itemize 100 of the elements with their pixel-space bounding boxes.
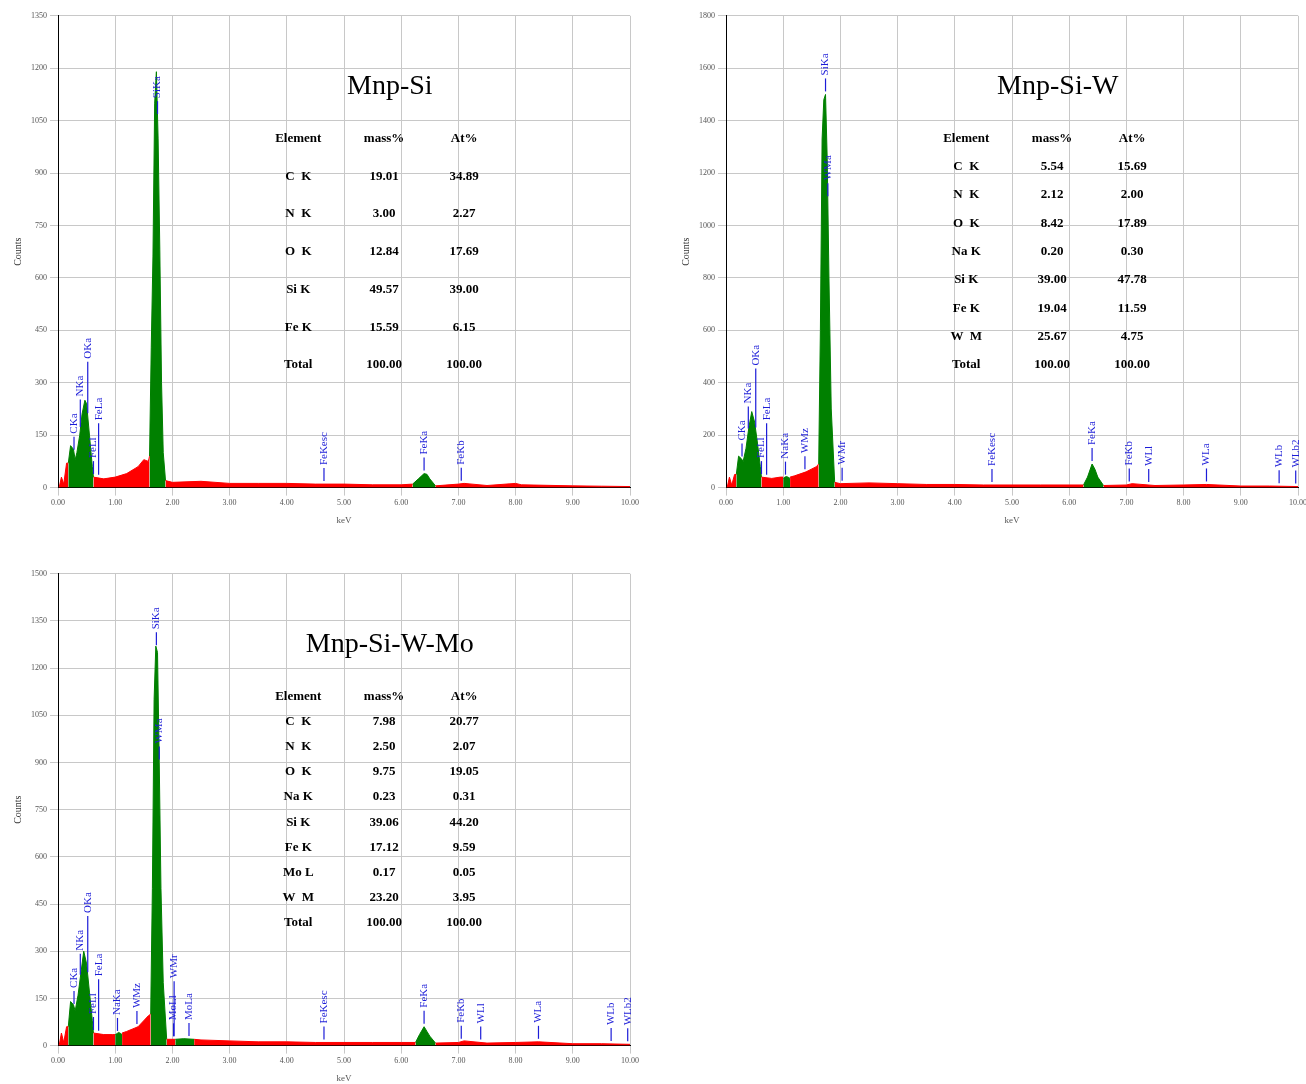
x-axis-title: keV: [336, 514, 352, 525]
x-tick-label: 5.00: [337, 498, 351, 508]
y-tick-label: 1050: [31, 710, 47, 720]
annotation: WLb2: [620, 997, 633, 1026]
annotation: mass%: [363, 687, 405, 703]
annotation: 9.75: [372, 763, 396, 779]
annotation: FeKb: [454, 439, 467, 465]
annotation: NKa: [741, 382, 754, 404]
annotation: FeLl: [754, 437, 767, 459]
annotation: 34.89: [449, 167, 480, 183]
x-tick-label: 6.00: [394, 498, 409, 508]
annotation: FeKa: [416, 430, 429, 455]
annotation: At%: [450, 129, 478, 145]
y-tick-label: 450: [35, 899, 47, 909]
annotation: FeLa: [91, 953, 104, 977]
annotation: 3.95: [452, 889, 476, 905]
annotation: 39.00: [1037, 271, 1067, 287]
annotation: NaKa: [778, 432, 791, 459]
annotation: Fe K: [952, 299, 981, 315]
annotation: 4.75: [1120, 327, 1144, 343]
annotation: 19.05: [449, 763, 480, 779]
y-tick-label: 1500: [31, 568, 47, 578]
y-tick-label: 1200: [699, 168, 715, 178]
y-tick-label: 1800: [699, 10, 715, 20]
x-tick-label: 5.00: [337, 1056, 351, 1066]
annotation: CKa: [734, 420, 747, 441]
annotation: 0.20: [1040, 243, 1064, 259]
annotation: 15.69: [1117, 158, 1148, 174]
x-tick-label: 2.00: [165, 1056, 180, 1066]
annotation: WLb: [1272, 444, 1285, 468]
y-tick-label: 150: [35, 430, 47, 440]
x-tick-label: 3.00: [222, 498, 237, 508]
x-tick-label: 9.00: [565, 1056, 580, 1066]
x-tick-label: 8.00: [1176, 498, 1191, 508]
annotation: Si K: [954, 271, 980, 287]
annotation: 5.54: [1040, 158, 1064, 174]
annotation: Si K: [286, 280, 312, 296]
y-tick-label: 1400: [699, 115, 715, 125]
y-tick-label: 900: [35, 757, 47, 767]
annotation: NaKa: [110, 989, 123, 1015]
annotation: FeKa: [1084, 421, 1097, 446]
annotation: mass%: [363, 129, 405, 145]
annotation: OKa: [748, 344, 761, 366]
annotation: 44.20: [449, 813, 479, 829]
annotation: O K: [952, 214, 981, 230]
annotation: 2.00: [1120, 186, 1144, 202]
y-tick-label: 1350: [31, 616, 47, 626]
annotation: 15.59: [369, 318, 400, 334]
annotation: Na K: [283, 788, 314, 804]
annotation: At%: [450, 687, 478, 703]
annotation: MoLl: [166, 995, 179, 1021]
annotation: N K: [953, 186, 981, 202]
x-tick-label: 9.00: [565, 498, 580, 508]
annotation: FeKesc: [984, 432, 997, 466]
y-tick-label: 1600: [699, 63, 715, 73]
annotation: FeLl: [86, 993, 99, 1015]
annotation: C K: [285, 167, 313, 183]
annotation: SiKa: [818, 53, 831, 76]
annotation: 49.57: [369, 280, 400, 296]
annotation: 2.12: [1040, 186, 1064, 202]
x-tick-label: 7.00: [451, 1056, 466, 1066]
y-tick-label: 300: [35, 377, 47, 387]
y-tick-label: 0: [43, 1040, 47, 1050]
annotation: Si K: [286, 813, 312, 829]
annotation: Element: [943, 129, 991, 145]
y-tick-label: 450: [35, 325, 47, 335]
annotation: Mo L: [282, 863, 314, 879]
annotation: 100.00: [446, 356, 482, 372]
annotation: 47.78: [1117, 271, 1148, 287]
y-tick-label: 400: [703, 377, 715, 387]
x-tick-label: 1.00: [108, 1056, 123, 1066]
annotation: 19.01: [369, 167, 399, 183]
annotation: WLl: [1141, 445, 1154, 466]
annotation: 0.30: [1120, 243, 1144, 259]
x-tick-label: 8.00: [508, 1056, 523, 1066]
annotation: Fe K: [284, 318, 313, 334]
x-tick-label: 1.00: [776, 498, 791, 508]
y-tick-label: 0: [711, 482, 715, 492]
y-tick-label: 1200: [31, 63, 47, 73]
y-tick-label: 800: [703, 273, 715, 282]
y-tick-label: 0: [43, 482, 47, 492]
y-axis-title: Counts: [11, 237, 23, 266]
y-tick-label: 300: [35, 946, 47, 956]
annotation: 100.00: [446, 914, 482, 930]
annotation: OKa: [80, 892, 93, 913]
y-tick-label: 750: [35, 804, 47, 814]
annotation: 11.59: [1117, 299, 1147, 315]
annotation: OKa: [80, 337, 93, 359]
x-tick-label: 6.00: [1062, 498, 1077, 508]
annotation: FeKb: [454, 997, 467, 1023]
y-tick-label: 1200: [31, 663, 47, 673]
annotation: Fe K: [284, 838, 313, 854]
annotation: 0.05: [452, 863, 476, 879]
annotation: Element: [275, 129, 323, 145]
annotation: 0.31: [452, 788, 476, 804]
annotation: 25.67: [1037, 327, 1068, 343]
annotation: FeKb: [1122, 440, 1135, 466]
x-axis-title: keV: [1004, 514, 1020, 525]
annotation: WLl: [473, 1003, 486, 1024]
text: Mnp-Si: [346, 68, 433, 100]
